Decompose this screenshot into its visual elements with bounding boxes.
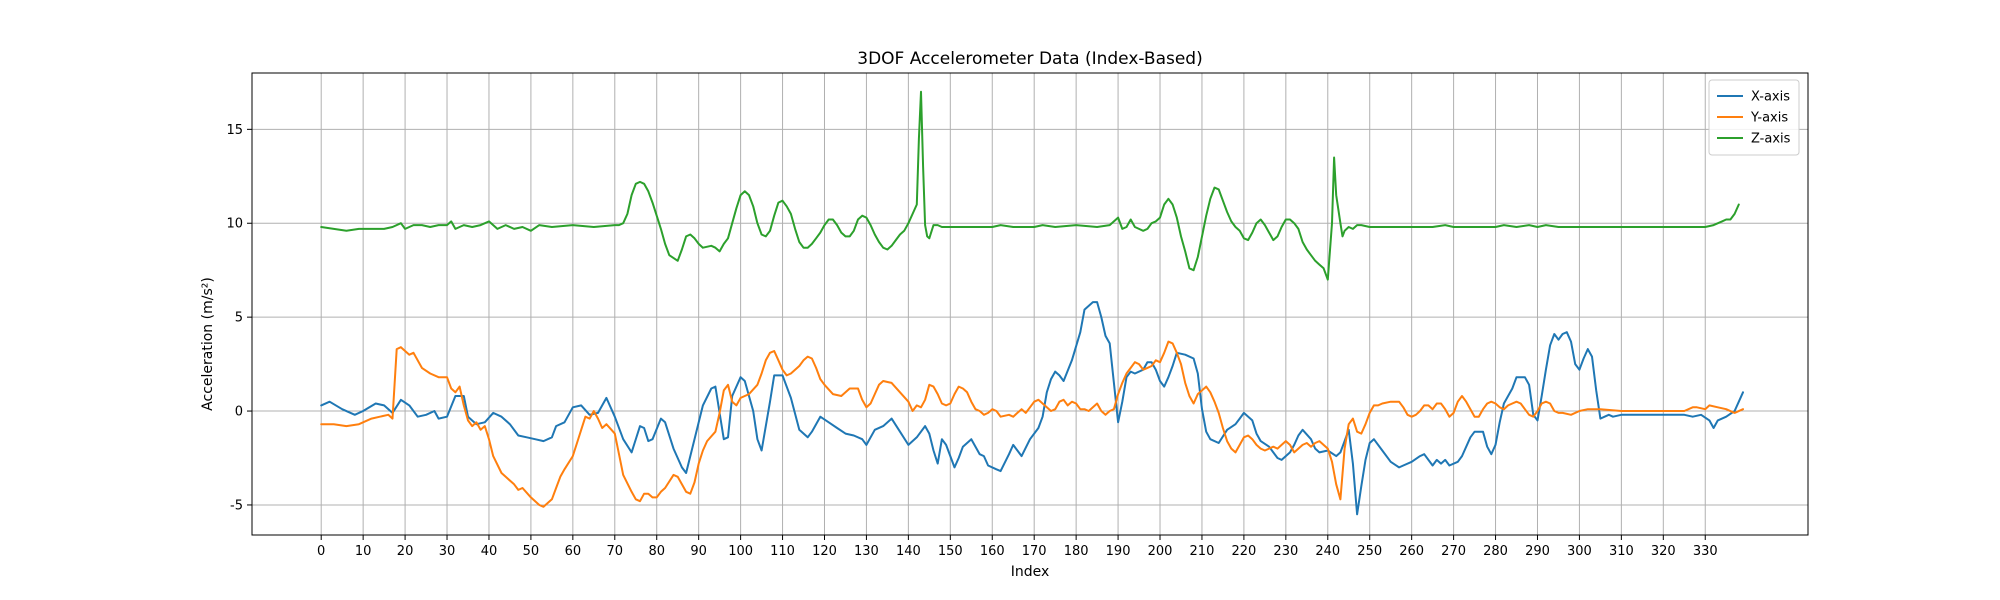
x-tick-label: 110	[770, 544, 795, 559]
x-tick-label: 170	[1022, 544, 1047, 559]
x-tick-label: 60	[565, 544, 582, 559]
x-tick-label: 200	[1148, 544, 1173, 559]
y-tick-label: 5	[235, 311, 243, 326]
x-tick-label: 40	[481, 544, 498, 559]
y-axis-label: Acceleration (m/s²)	[200, 277, 216, 411]
x-tick-label: 50	[523, 544, 540, 559]
x-tick-label: 180	[1064, 544, 1089, 559]
y-tick-label: -5	[230, 498, 243, 513]
series-line-z-axis	[320, 90, 1740, 281]
legend-label: Z-axis	[1751, 132, 1791, 147]
x-tick-label: 330	[1693, 544, 1718, 559]
x-tick-label: 90	[690, 544, 707, 559]
series-line-y-axis	[320, 340, 1744, 508]
x-tick-label: 320	[1651, 544, 1676, 559]
x-tick-label: 300	[1567, 544, 1592, 559]
x-tick-label: 250	[1357, 544, 1382, 559]
x-tick-label: 210	[1190, 544, 1215, 559]
chart-title: 3DOF Accelerometer Data (Index-Based)	[857, 49, 1202, 69]
x-tick-label: 140	[896, 544, 921, 559]
series-lines	[320, 90, 1744, 516]
x-tick-label: 80	[648, 544, 665, 559]
y-tick-label: 10	[226, 217, 243, 232]
legend: X-axis Y-axis Z-axis	[1708, 79, 1800, 156]
plot-frame	[251, 72, 1809, 536]
legend-label: Y-axis	[1750, 111, 1788, 126]
x-tick-label: 10	[355, 544, 372, 559]
series-line-x-axis	[320, 301, 1744, 516]
x-tick-label: 310	[1609, 544, 1634, 559]
x-tick-label: 120	[812, 544, 837, 559]
y-tick-label: 0	[235, 405, 243, 420]
x-tick-label: 70	[607, 544, 624, 559]
x-tick-label: 270	[1441, 544, 1466, 559]
x-tick-label: 220	[1231, 544, 1256, 559]
x-tick-label: 280	[1483, 544, 1508, 559]
x-tick-label: 260	[1399, 544, 1424, 559]
x-tick-label: 290	[1525, 544, 1550, 559]
x-tick-label: 190	[1106, 544, 1131, 559]
legend-label: X-axis	[1751, 90, 1790, 105]
x-tick-label: 20	[397, 544, 414, 559]
x-tick-label: 230	[1273, 544, 1298, 559]
x-axis-label: Index	[1011, 564, 1050, 580]
y-tick-label: 15	[226, 123, 243, 138]
axis-ticks: 0 10 20 30 40 50 60 70 80 90 100 110 120 130 140 150 160…	[226, 123, 1717, 559]
x-tick-label: 100	[728, 544, 753, 559]
x-tick-label: 130	[854, 544, 879, 559]
x-tick-label: 30	[439, 544, 456, 559]
grid-lines	[252, 73, 1808, 535]
x-tick-label: 160	[980, 544, 1005, 559]
x-tick-label: 0	[317, 544, 325, 559]
x-tick-label: 150	[938, 544, 963, 559]
legend-box	[1708, 79, 1800, 156]
x-tick-label: 240	[1315, 544, 1340, 559]
